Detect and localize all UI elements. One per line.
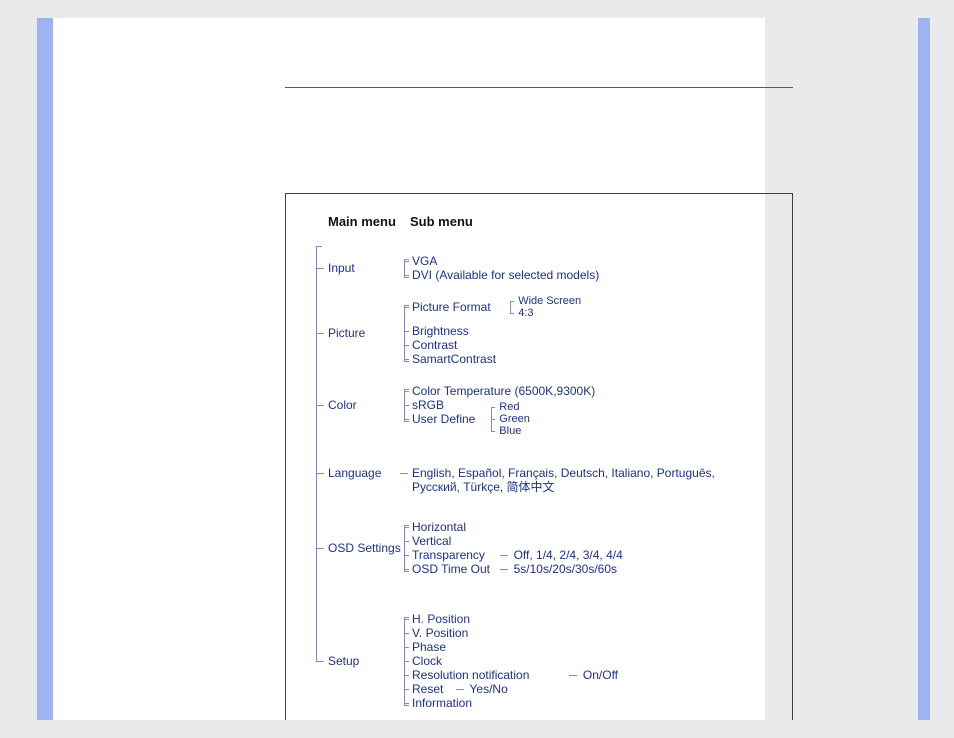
bracket-tick bbox=[404, 569, 409, 570]
sub-item: Brightness bbox=[412, 324, 469, 338]
bracket-tick bbox=[404, 675, 409, 676]
sub-item: DVI (Available for selected models) bbox=[412, 268, 599, 282]
nested-item: Blue bbox=[499, 425, 521, 437]
bracket-tick bbox=[404, 345, 409, 346]
tail-dash bbox=[500, 569, 508, 570]
bracket-notch bbox=[404, 259, 409, 260]
bracket-tick bbox=[404, 391, 409, 392]
sub-item: Information bbox=[412, 696, 472, 710]
sub-bracket bbox=[404, 525, 405, 571]
bracket-tick bbox=[404, 331, 409, 332]
bracket-notch bbox=[404, 277, 409, 278]
osd-menu-box: Main menu Sub menu Input VGADVI (Availabl… bbox=[285, 193, 793, 720]
spine-tick bbox=[316, 473, 324, 474]
sub-item: Phase bbox=[412, 640, 446, 654]
document-page: Main menu Sub menu Input VGADVI (Availabl… bbox=[53, 18, 765, 720]
tail-item: 5s/10s/20s/30s/60s bbox=[514, 562, 617, 576]
sub-item: sRGB bbox=[412, 398, 444, 412]
main-item-input: Input bbox=[328, 261, 355, 275]
sub-item: V. Position bbox=[412, 626, 468, 640]
sub-item: H. Position bbox=[412, 612, 470, 626]
spine-tick bbox=[316, 548, 324, 549]
nested-item: 4:3 bbox=[518, 307, 533, 319]
spine bbox=[316, 246, 317, 661]
bracket-tick bbox=[404, 661, 409, 662]
main-item-picture: Picture bbox=[328, 326, 365, 340]
bracket-tick bbox=[404, 633, 409, 634]
bracket-notch bbox=[404, 705, 409, 706]
bracket-tick bbox=[404, 555, 409, 556]
spine-tick bbox=[316, 405, 324, 406]
spine-top-notch bbox=[316, 246, 322, 247]
bracket-tick bbox=[491, 419, 495, 420]
nested-item: Green bbox=[499, 413, 530, 425]
tail-dash bbox=[569, 675, 577, 676]
bracket-tick bbox=[404, 689, 409, 690]
bracket-tick bbox=[510, 313, 514, 314]
sub-item: VGA bbox=[412, 254, 437, 268]
bracket-notch bbox=[404, 361, 409, 362]
main-item-osd-settings: OSD Settings bbox=[328, 541, 401, 555]
bracket-tick bbox=[404, 419, 409, 420]
bracket-notch bbox=[404, 389, 409, 390]
main-item-language: Language bbox=[328, 466, 381, 480]
sub-item: Resolution notification bbox=[412, 668, 529, 682]
tail-item: Yes/No bbox=[470, 682, 508, 696]
bracket-tick bbox=[491, 407, 495, 408]
margin-stripe-left bbox=[37, 18, 53, 720]
bracket-notch bbox=[404, 571, 409, 572]
bracket-notch bbox=[404, 305, 409, 306]
sub-item: Vertical bbox=[412, 534, 451, 548]
margin-stripe-right bbox=[918, 18, 930, 720]
tail-item: Off, 1/4, 2/4, 3/4, 4/4 bbox=[514, 548, 623, 562]
nested-bracket bbox=[510, 301, 511, 313]
spine-tick bbox=[316, 661, 324, 662]
bracket-notch bbox=[404, 525, 409, 526]
bracket-notch bbox=[404, 617, 409, 618]
bracket-tick bbox=[404, 275, 409, 276]
sub-item: User Define bbox=[412, 412, 475, 426]
nested-item: Wide Screen bbox=[518, 295, 581, 307]
sub-item: English, Español, Français, Deutsch, Ita… bbox=[412, 466, 742, 494]
heading-main-menu: Main menu bbox=[328, 214, 396, 229]
main-item-color: Color bbox=[328, 398, 357, 412]
bracket-tick bbox=[404, 703, 409, 704]
rule bbox=[285, 87, 793, 88]
sub-item: Horizontal bbox=[412, 520, 466, 534]
bracket-tick bbox=[404, 647, 409, 648]
tail-dash bbox=[456, 689, 464, 690]
sub-item: Color Temperature (6500K,9300K) bbox=[412, 384, 595, 398]
bracket-tick bbox=[404, 527, 409, 528]
sub-item: Contrast bbox=[412, 338, 457, 352]
sub-item: Clock bbox=[412, 654, 442, 668]
sub-item: Picture Format bbox=[412, 300, 491, 314]
main-item-setup: Setup bbox=[328, 654, 359, 668]
sub-item: SamartContrast bbox=[412, 352, 496, 366]
bracket-tick bbox=[491, 431, 495, 432]
spine-tick bbox=[316, 268, 324, 269]
tail-item: On/Off bbox=[583, 668, 618, 682]
sub-item: Reset bbox=[412, 682, 443, 696]
heading-sub-menu: Sub menu bbox=[410, 214, 473, 229]
spine-tick bbox=[316, 333, 324, 334]
bracket-tick bbox=[404, 619, 409, 620]
tail-dash bbox=[500, 555, 508, 556]
sub-dash bbox=[400, 473, 408, 474]
bracket-notch bbox=[404, 421, 409, 422]
bracket-tick bbox=[404, 307, 409, 308]
bracket-tick bbox=[404, 405, 409, 406]
bracket-tick bbox=[404, 541, 409, 542]
sub-item: Transparency bbox=[412, 548, 485, 562]
sub-bracket bbox=[404, 305, 405, 361]
sub-item: OSD Time Out bbox=[412, 562, 490, 576]
bracket-tick bbox=[510, 301, 514, 302]
bracket-tick bbox=[404, 359, 409, 360]
bracket-tick bbox=[404, 261, 409, 262]
nested-item: Red bbox=[499, 401, 519, 413]
